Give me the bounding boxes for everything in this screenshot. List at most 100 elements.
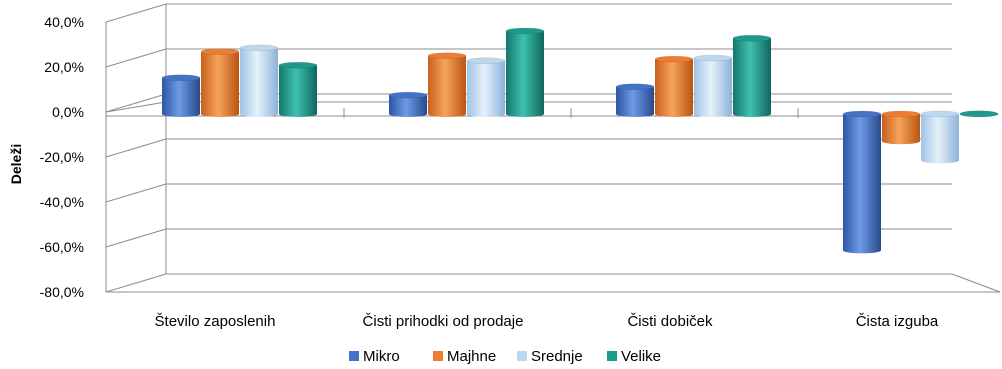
bar-velike-2 bbox=[505, 27, 545, 117]
legend-swatch bbox=[433, 351, 443, 361]
bar-body bbox=[616, 86, 654, 114]
bar-bottom-cap bbox=[882, 138, 920, 145]
bar-majhne-1 bbox=[200, 48, 240, 117]
y-tick-label: 40,0% bbox=[44, 14, 84, 30]
y-axis-title: Deleži bbox=[8, 144, 24, 184]
legend-label: Majhne bbox=[447, 348, 496, 365]
bar-body bbox=[733, 38, 771, 115]
bar-bottom-cap bbox=[655, 111, 693, 117]
bar-bottom-cap bbox=[240, 111, 278, 117]
bars bbox=[161, 27, 999, 254]
legend-item-majhne: Majhne bbox=[433, 348, 496, 365]
bar-bottom-cap bbox=[201, 111, 239, 117]
bar-srednje-3 bbox=[693, 54, 733, 117]
bar-bottom-cap bbox=[467, 111, 505, 117]
bar-velike-4 bbox=[959, 110, 999, 118]
gridline-depth bbox=[105, 93, 167, 113]
bar-top-cap bbox=[654, 55, 694, 63]
legend-label: Velike bbox=[621, 348, 661, 365]
gridline-depth bbox=[105, 273, 167, 293]
category-label: Število zaposlenih bbox=[155, 313, 276, 330]
bar-srednje-4 bbox=[920, 110, 960, 164]
bar-bottom-cap bbox=[428, 111, 466, 117]
y-tick-label: -80,0% bbox=[40, 284, 84, 300]
floor-right-edge bbox=[951, 273, 1001, 293]
bar-bottom-cap bbox=[389, 111, 427, 117]
bar-body bbox=[162, 77, 200, 114]
x-axis-categories: Število zaposlenih Čisti prihodki od prod… bbox=[155, 313, 939, 330]
bar-top-cap bbox=[920, 110, 960, 118]
bar-top-cap bbox=[881, 110, 921, 118]
bar-majhne-2 bbox=[427, 52, 467, 117]
bar-bottom-cap bbox=[279, 111, 317, 117]
bar-bottom-cap bbox=[162, 111, 200, 117]
bar-mikro-2 bbox=[388, 91, 428, 117]
bar-top-cap bbox=[161, 74, 201, 82]
gridline-depth bbox=[105, 3, 167, 23]
y-tick-label: 20,0% bbox=[44, 59, 84, 75]
bar-top-cap bbox=[239, 44, 279, 52]
y-tick-label: 0,0% bbox=[52, 104, 84, 120]
bar-top-cap bbox=[200, 48, 240, 55]
category-label: Čisti dobiček bbox=[627, 313, 713, 330]
bar-bottom-cap bbox=[843, 247, 881, 254]
legend-swatch bbox=[607, 351, 617, 361]
legend-label: Mikro bbox=[363, 348, 400, 365]
bar-top-cap bbox=[278, 61, 318, 69]
bar-body bbox=[843, 114, 881, 251]
bar-top-cap bbox=[466, 57, 506, 64]
bar-srednje-2 bbox=[466, 57, 506, 117]
bar-bottom-cap bbox=[921, 157, 959, 164]
legend-swatch bbox=[349, 351, 359, 361]
y-tick-label: -40,0% bbox=[40, 194, 84, 210]
gridline-depth bbox=[105, 228, 167, 248]
gridline-depth bbox=[105, 48, 167, 68]
legend-item-mikro: Mikro bbox=[349, 348, 400, 365]
zero-plane-left bbox=[105, 101, 167, 113]
bar-body bbox=[240, 47, 278, 114]
gridline-depth bbox=[105, 183, 167, 203]
bar-velike-1 bbox=[278, 61, 318, 117]
bar-bottom-cap bbox=[506, 111, 544, 117]
y-tick-label: -20,0% bbox=[40, 149, 84, 165]
bar-velike-3 bbox=[732, 34, 772, 117]
bar-mikro-3 bbox=[615, 83, 655, 117]
bar-majhne-3 bbox=[654, 55, 694, 117]
bar-top-cap bbox=[959, 110, 999, 118]
bar-body bbox=[201, 51, 239, 114]
bar-body bbox=[655, 59, 693, 114]
bar-bottom-cap bbox=[616, 111, 654, 117]
bar-top-cap bbox=[427, 52, 467, 59]
bar-top-cap bbox=[732, 34, 772, 42]
bar-body bbox=[279, 65, 317, 114]
bar-body bbox=[694, 58, 732, 114]
bar-body bbox=[506, 31, 544, 114]
category-label: Čisti prihodki od prodaje bbox=[363, 313, 524, 330]
bar-top-cap bbox=[615, 83, 655, 91]
y-axis-ticks: 40,0% 20,0% 0,0% -20,0% -40,0% -60,0% -80,0% bbox=[40, 14, 84, 300]
legend-swatch bbox=[517, 351, 527, 361]
legend-item-srednje: Srednje bbox=[517, 348, 583, 365]
bar-body bbox=[921, 114, 959, 161]
bar-bottom-cap bbox=[733, 111, 771, 117]
bar-body bbox=[428, 55, 466, 114]
bar-top-cap bbox=[388, 91, 428, 99]
bar-top-cap bbox=[505, 27, 545, 35]
bar-top-cap bbox=[693, 54, 733, 62]
bar-body bbox=[467, 60, 505, 114]
bar-mikro-4 bbox=[842, 110, 882, 254]
legend: Mikro Majhne Srednje Velike bbox=[349, 348, 661, 365]
y-tick-label: -60,0% bbox=[40, 239, 84, 255]
bar-body bbox=[882, 114, 920, 142]
bar-srednje-1 bbox=[239, 44, 279, 117]
legend-item-velike: Velike bbox=[607, 348, 661, 365]
bar-top-cap bbox=[842, 110, 882, 118]
gridline-depth bbox=[105, 138, 167, 158]
bar-bottom-cap bbox=[694, 111, 732, 117]
bar-mikro-1 bbox=[161, 74, 201, 117]
bar-majhne-4 bbox=[881, 110, 921, 145]
legend-label: Srednje bbox=[531, 348, 583, 365]
category-label: Čista izguba bbox=[856, 313, 939, 330]
bar-body bbox=[389, 95, 427, 114]
